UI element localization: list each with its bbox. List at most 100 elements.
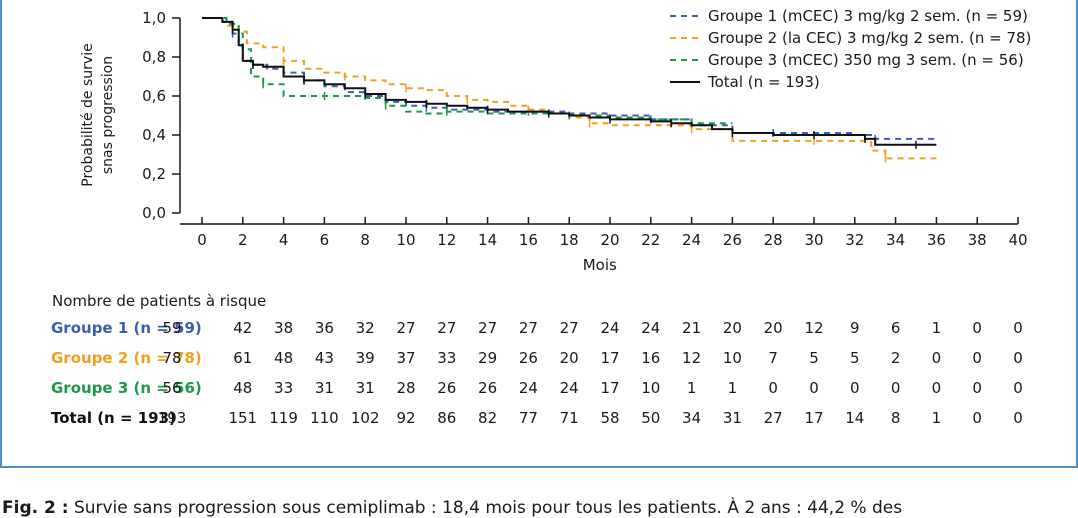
x-tick-label: 16 <box>519 231 538 249</box>
x-tick-label: 36 <box>927 231 946 249</box>
risk-cell: 48 <box>233 379 253 397</box>
risk-cell: 58 <box>600 409 620 427</box>
risk-cell: 82 <box>478 409 498 427</box>
x-tick-label: 10 <box>396 231 415 249</box>
risk-table-row: Groupe 3 (n = 56) 56 48 33 31 31 28 26 26 24 24 17 1… <box>0 379 1078 401</box>
risk-cell: 0 <box>972 349 982 367</box>
x-tick-label: 22 <box>641 231 660 249</box>
risk-cell: 27 <box>396 319 416 337</box>
caption-label: Fig. 2 : <box>2 498 69 518</box>
x-tick-label: 0 <box>197 231 207 249</box>
risk-cell: 1 <box>727 379 738 397</box>
risk-cell: 27 <box>518 319 538 337</box>
risk-cell: 12 <box>804 319 824 337</box>
risk-row-label: Groupe 2 (n = 78) <box>51 349 202 367</box>
risk-cell: 31 <box>314 379 334 397</box>
risk-cell: 33 <box>274 379 294 397</box>
risk-cell: 0 <box>1013 409 1023 427</box>
risk-cell: 24 <box>641 319 661 337</box>
risk-cell: 21 <box>682 319 702 337</box>
km-chart: 0,00,20,40,60,81,00 2 4 6 8 10 12 14 16 18 20 22 24 2… <box>80 7 1031 274</box>
risk-cell: 77 <box>518 409 538 427</box>
y-tick-label: 0,8 <box>142 48 166 66</box>
risk-cell: 26 <box>437 379 457 397</box>
risk-cell: 24 <box>600 319 620 337</box>
x-axis-label: Mois <box>583 256 617 274</box>
x-tick-label: 18 <box>560 231 579 249</box>
chart-legend: Groupe 1 (mCEC) 3 mg/kg 2 sem. (n = 59) G… <box>670 7 1031 91</box>
risk-cell: 38 <box>274 319 294 337</box>
risk-cell: 24 <box>518 379 538 397</box>
risk-cell: 48 <box>274 349 294 367</box>
y-tick-label: 1,0 <box>142 9 166 27</box>
risk-cell: 10 <box>722 349 742 367</box>
x-tick-label: 28 <box>764 231 783 249</box>
legend-label: Groupe 2 (la CEC) 3 mg/kg 2 sem. (n = 78… <box>708 29 1031 47</box>
x-tick-label: 12 <box>437 231 456 249</box>
risk-cell: 1 <box>686 379 697 397</box>
x-tick-label: 40 <box>1008 231 1027 249</box>
series-line <box>202 17 937 146</box>
risk-cell: 1 <box>931 409 942 427</box>
x-tick-label: 6 <box>320 231 330 249</box>
risk-cell: 34 <box>682 409 702 427</box>
risk-cell: 7 <box>768 349 778 367</box>
risk-cell: 17 <box>600 349 620 367</box>
risk-cell: 20 <box>722 319 742 337</box>
caption-text: Survie sans progression sous cemiplimab … <box>73 498 903 518</box>
risk-table-row: Groupe 2 (n = 78) 78 61 48 43 39 37 33 29 26 20 17 1… <box>0 349 1078 371</box>
x-tick-label: 30 <box>804 231 823 249</box>
risk-cell: 193 <box>157 409 187 427</box>
risk-cell: 86 <box>437 409 457 427</box>
risk-cell: 12 <box>682 349 702 367</box>
risk-cell: 0 <box>972 409 982 427</box>
risk-cell: 20 <box>763 319 783 337</box>
figure-frame <box>0 0 1078 468</box>
risk-cell: 0 <box>850 379 860 397</box>
risk-cell: 0 <box>768 379 778 397</box>
risk-cell: 0 <box>931 379 942 397</box>
risk-cell: 43 <box>314 349 334 367</box>
risk-cell: 32 <box>355 319 375 337</box>
risk-cell: 61 <box>233 349 253 367</box>
risk-cell: 0 <box>890 379 901 397</box>
risk-cell: 31 <box>355 379 375 397</box>
risk-cell: 0 <box>972 319 982 337</box>
risk-cell: 27 <box>763 409 783 427</box>
y-axis-label: Probabilité de survie <box>80 43 96 186</box>
y-tick-label: 0,2 <box>142 165 166 183</box>
risk-cell: 28 <box>396 379 416 397</box>
figure-caption: Fig. 2 : Survie sans progression sous ce… <box>2 498 902 518</box>
x-tick-label: 2 <box>238 231 248 249</box>
risk-cell: 2 <box>890 349 901 367</box>
risk-cell: 39 <box>355 349 375 367</box>
x-tick-label: 32 <box>845 231 864 249</box>
risk-cell: 24 <box>559 379 579 397</box>
risk-cell: 1 <box>931 319 942 337</box>
risk-table-row: Groupe 1 (n = 59) 59 42 38 36 32 27 27 27 27 27 24 2… <box>0 319 1078 341</box>
y-tick-label: 0,6 <box>142 87 166 105</box>
risk-cell: 27 <box>478 319 498 337</box>
risk-cell: 50 <box>641 409 661 427</box>
chart-curves <box>202 17 937 163</box>
risk-cell: 0 <box>809 379 819 397</box>
risk-table-title: Nombre de patients à risque <box>52 292 267 310</box>
risk-cell: 59 <box>162 319 182 337</box>
risk-cell: 26 <box>478 379 498 397</box>
risk-cell: 26 <box>518 349 538 367</box>
risk-cell: 78 <box>162 349 182 367</box>
x-tick-label: 38 <box>968 231 987 249</box>
risk-cell: 17 <box>804 409 824 427</box>
legend-label: Groupe 3 (mCEC) 350 mg 3 sem. (n = 56) <box>708 51 1024 69</box>
risk-cell: 151 <box>228 409 258 427</box>
chart-axes: 0,00,20,40,60,81,00 2 4 6 8 10 12 14 16 18 20 22 24 2… <box>80 9 1028 274</box>
risk-cell: 0 <box>1013 349 1023 367</box>
risk-cell: 71 <box>559 409 579 427</box>
risk-table-row: Total (n = 193) 193 151 119 110 102 92 86 82 77 71… <box>0 409 1078 431</box>
risk-cell: 10 <box>641 379 661 397</box>
x-tick-label: 26 <box>723 231 742 249</box>
risk-row-label: Total (n = 193) <box>51 409 176 427</box>
y-tick-label: 0,4 <box>142 126 166 144</box>
risk-cell: 102 <box>350 409 380 427</box>
y-axis-label: snas progression <box>100 56 116 174</box>
